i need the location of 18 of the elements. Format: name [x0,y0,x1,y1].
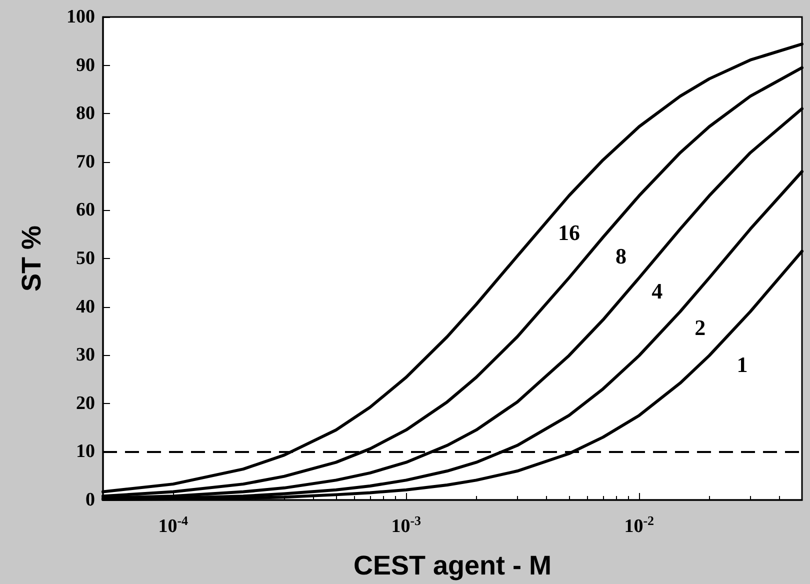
y-tick-label: 60 [76,200,95,221]
series-label: 16 [558,220,580,246]
y-tick-label: 40 [76,296,95,318]
y-tick-label: 30 [76,344,95,366]
y-tick-label: 10 [76,441,95,462]
y-tick-label: 100 [66,6,95,28]
y-tick-label: 0 [86,490,95,510]
series-label: 8 [616,244,627,269]
y-tick-label: 90 [76,54,95,76]
y-tick-label: 20 [76,392,95,414]
series-label: 2 [694,315,706,340]
y-tick-label: 80 [76,103,95,124]
x-axis-title: CEST agent - M [353,550,552,580]
series-label: 4 [652,278,663,304]
y-axis-title: ST % [16,225,46,292]
y-tick-label: 70 [76,151,95,172]
y-tick-label: 50 [76,248,95,269]
series-label: 1 [736,352,748,378]
